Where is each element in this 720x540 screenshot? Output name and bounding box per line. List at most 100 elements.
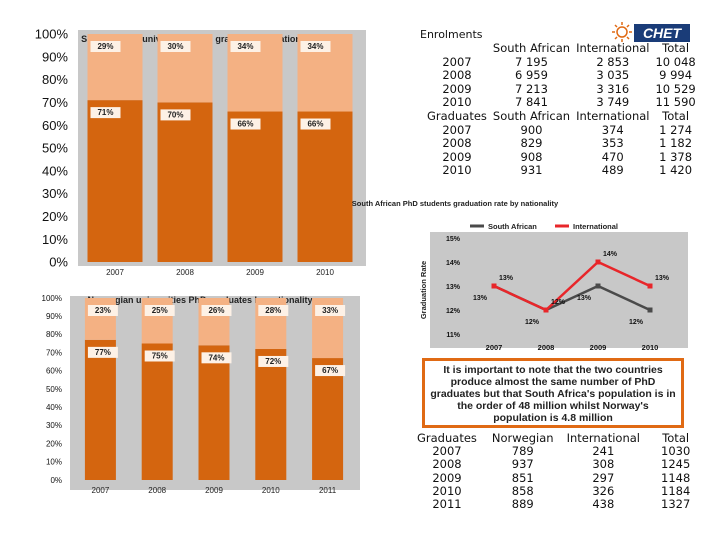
table-cell: 470 [601,149,624,164]
table-cell: 2009 [442,149,472,164]
table-cell: 297 [592,470,615,485]
data-label-bg [87,346,118,358]
data-label-bg [90,107,121,119]
data-label: 34% [307,42,323,51]
table-cell: 2008 [442,136,472,151]
table-cell: 931 [520,163,543,178]
table-row: 2007 789 241 1030 [414,445,693,458]
data-label-bg [230,41,261,52]
table-cell: 2010 [442,95,472,110]
y-tick-label: 60% [46,367,62,376]
bar-segment [87,100,143,263]
table-row: 2007 7 195 2 853 10 048 [424,54,699,70]
data-label: 30% [167,42,183,51]
bar-segment [312,358,344,480]
x-tick-label: 2009 [205,486,223,495]
table-cell: 7 213 [515,81,548,96]
table-cell: 2007 [442,54,472,69]
data-label: 26% [208,306,224,315]
table-row: 2008 6 959 3 035 9 994 [424,69,699,83]
table-cell: Total [662,431,690,445]
table-cell: 858 [511,483,534,498]
data-label-bg [87,305,118,316]
x-tick-label: 2010 [316,268,334,277]
data-point [595,259,601,265]
data-label: 72% [265,357,281,366]
table-cell: 7 841 [515,95,548,110]
table-cell: 908 [520,149,543,164]
table-cell: International [576,41,650,55]
data-label: 34% [237,42,253,51]
bar-segment [255,348,287,480]
table-cell: 2007 [442,122,472,137]
y-tick-label: 10% [46,458,62,467]
data-label-bg [160,109,191,121]
table-cell: 1030 [661,444,691,459]
y-tick-label: 14% [446,260,461,267]
table-row: Graduates South African International To… [424,109,699,124]
table-cell: 2009 [432,470,462,485]
x-tick-label: 2008 [148,486,166,495]
table-cell: 2 853 [596,54,630,69]
data-label: 28% [265,306,281,315]
logo-text: CHET [643,25,683,41]
table-cell: 438 [592,497,615,512]
chet-logo: CHET [612,20,692,46]
table-cell: 326 [592,483,615,498]
table-cell: 11 590 [655,95,696,110]
line-chart-panel [430,232,688,348]
table-cell: 308 [592,457,615,472]
data-label: 66% [307,120,323,129]
table-cell: 3 035 [596,68,630,83]
bar-segment [198,345,230,480]
enrolments-label: Enrolments [420,28,483,41]
data-label-bg [315,365,346,377]
data-label: 74% [208,353,224,362]
y-tick-label: 60% [42,118,68,133]
series-line [493,260,651,312]
x-tick-label: 2011 [319,486,337,495]
data-label-bg [300,118,331,130]
table-cell: 900 [520,122,543,137]
table-cell: 241 [592,444,615,459]
x-tick-label: 2008 [176,268,194,277]
table-cell: 1184 [661,483,691,498]
sun-icon: CHET [612,22,690,42]
table-cell: 1 420 [659,163,693,178]
table-cell: 2008 [442,68,472,83]
data-label-bg [258,355,289,367]
enrolments-table: South African International Total 2007 7… [424,41,699,178]
y-tick-label: 12% [446,308,461,315]
y-tick-label: 0% [50,476,62,485]
bar-segment [84,339,116,480]
table-row: 2010 931 489 1 420 [424,164,699,178]
data-label-bg [315,305,346,316]
data-label: 14% [603,251,618,258]
table-cell: 7 195 [515,54,548,69]
y-tick-label: 13% [446,284,461,291]
data-label: 75% [152,352,168,361]
table-cell: 1148 [661,470,691,485]
y-tick-label: 30% [42,186,68,201]
y-tick-label: 70% [42,95,68,110]
data-label-bg [258,305,289,316]
table-row: 2009 908 470 1 378 [424,149,699,165]
table-cell: 2007 [432,444,462,459]
legend-label: International [573,222,618,231]
y-tick-label: 50% [42,141,68,156]
data-label-bg [300,41,331,52]
table-row: 2011 889 438 1327 [414,497,693,512]
chart-title: South African PhD students graduation ra… [352,199,559,208]
table-row: 2007 900 374 1 274 [424,122,699,138]
table-cell: 1 378 [659,149,693,164]
table-cell: 2009 [442,81,472,96]
data-label: 71% [97,108,113,117]
table-cell: 489 [601,163,624,178]
table-cell [424,42,490,56]
data-label-bg [144,350,175,362]
table-cell: 2011 [432,497,462,512]
data-point [543,307,549,313]
table-cell: 374 [601,122,624,137]
data-label: 23% [95,306,111,315]
